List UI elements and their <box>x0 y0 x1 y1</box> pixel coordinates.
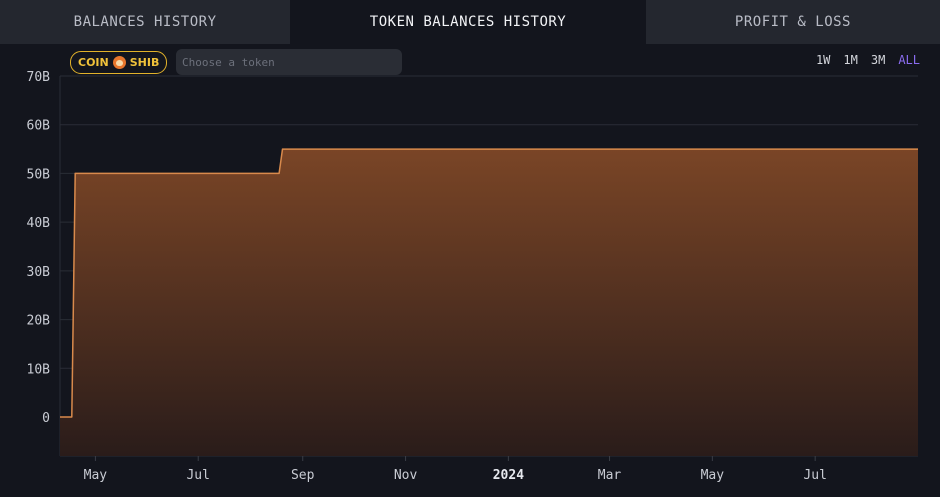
tab-balances-history[interactable]: BALANCES HISTORY <box>0 0 291 44</box>
token-search-input[interactable] <box>176 49 402 75</box>
y-tick-label: 40B <box>27 216 51 231</box>
range-all[interactable]: ALL <box>898 53 920 67</box>
y-tick-label: 0 <box>42 411 50 426</box>
x-axis: May Jul Sep Nov 2024 Mar May Jul <box>84 456 827 483</box>
x-tick-label: 2024 <box>493 468 524 483</box>
plot-area <box>60 148 918 456</box>
series-area <box>60 149 918 456</box>
x-tick-label: Jul <box>803 468 826 483</box>
tab-profit-and-loss[interactable]: PROFIT & LOSS <box>645 0 940 44</box>
y-axis: 0 10B 20B 30B 40B 50B 60B 70B <box>27 70 51 426</box>
x-tick-label: May <box>84 468 108 483</box>
selected-coin-badge[interactable]: COIN SHIB <box>70 51 168 74</box>
tab-separator <box>639 0 646 44</box>
chart-toolbar: COIN SHIB 1W 1M 3M ALL <box>0 48 940 76</box>
time-range-selector: 1W 1M 3M ALL <box>816 53 920 67</box>
y-tick-label: 60B <box>27 119 51 134</box>
x-tick-label: Sep <box>291 468 315 483</box>
range-3m[interactable]: 3M <box>870 53 886 67</box>
y-tick-label: 20B <box>27 314 51 329</box>
series-line <box>60 148 918 418</box>
coin-symbol-label: SHIB <box>129 56 160 69</box>
x-tick-label: Jul <box>186 468 209 483</box>
x-tick-label: Nov <box>394 468 418 483</box>
y-tick-label: 50B <box>27 167 51 182</box>
tab-separator <box>290 0 297 44</box>
y-tick-label: 30B <box>27 265 51 280</box>
range-1m[interactable]: 1M <box>843 53 858 67</box>
shib-icon <box>112 56 126 69</box>
x-tick-label: Mar <box>598 468 622 483</box>
x-tick-label: May <box>701 468 725 483</box>
range-1w[interactable]: 1W <box>815 53 831 67</box>
y-tick-label: 70B <box>27 70 51 85</box>
y-tick-label: 10B <box>27 362 51 377</box>
tab-token-balances-history[interactable]: TOKEN BALANCES HISTORY <box>296 0 640 44</box>
tab-bar: BALANCES HISTORY TOKEN BALANCES HISTORY … <box>0 0 940 44</box>
coin-prefix-label: COIN <box>78 56 109 69</box>
